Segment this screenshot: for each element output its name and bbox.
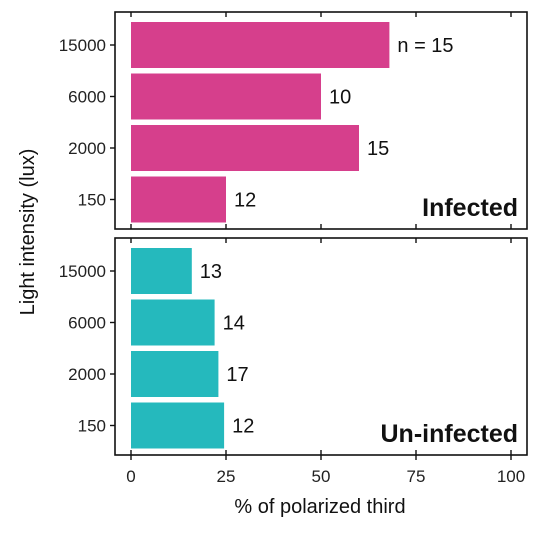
- data-label: n = 15: [397, 35, 453, 57]
- bar: [131, 22, 390, 68]
- data-label: 12: [232, 416, 254, 438]
- y-tick-label: 150: [78, 191, 106, 210]
- x-tick-label: 0: [126, 467, 135, 486]
- y-tick-label: 2000: [68, 139, 106, 158]
- bar: [131, 176, 226, 223]
- data-label: 10: [329, 87, 351, 109]
- data-label: 12: [234, 190, 256, 212]
- panel-1: 15000 n = 15 6000 10 2000 15 150 12 Infected: [59, 11, 528, 230]
- y-tick-label: 15000: [59, 36, 106, 55]
- panel-title: Un-infected: [381, 420, 519, 448]
- bar: [131, 248, 192, 294]
- y-tick-label: 6000: [68, 88, 106, 107]
- bar: [131, 299, 215, 346]
- x-tick-label: 100: [497, 467, 525, 486]
- y-tick-label: 15000: [59, 262, 106, 281]
- data-label: 13: [200, 261, 222, 283]
- bar: [131, 402, 225, 449]
- x-axis-title: % of polarized third: [234, 496, 405, 518]
- y-tick-label: 6000: [68, 314, 106, 333]
- y-tick-label: 150: [78, 417, 106, 436]
- bar: [131, 125, 359, 171]
- y-axis-title: Light intensity (lux): [17, 149, 39, 316]
- y-tick-label: 2000: [68, 365, 106, 384]
- bar: [131, 351, 219, 397]
- bar: [131, 73, 321, 120]
- panel-2: 15000 13 6000 14 2000 17 150 12 Un-infected: [59, 237, 528, 456]
- data-label: 14: [223, 313, 245, 335]
- x-tick-label: 75: [407, 467, 426, 486]
- x-tick-label: 50: [312, 467, 331, 486]
- data-label: 17: [226, 364, 248, 386]
- x-axis: 0 25 50 75 100: [126, 455, 525, 486]
- x-tick-label: 25: [217, 467, 236, 486]
- data-label: 15: [367, 138, 389, 160]
- panel-title: Infected: [422, 194, 518, 222]
